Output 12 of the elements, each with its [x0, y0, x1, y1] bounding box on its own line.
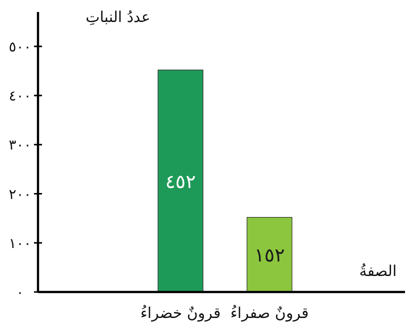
y-tick-label: ١٠٠: [8, 236, 32, 252]
y-tick-label: ٤٠٠: [8, 88, 32, 105]
data-label: ٤٥٢: [165, 170, 196, 193]
y-tick-label: ٢٠٠: [8, 186, 32, 203]
y-tick-label: ٠: [16, 285, 24, 301]
y-tick-label: ٣٠٠: [8, 138, 32, 154]
x-axis-title: الصفةُ: [359, 262, 397, 280]
y-axis-title: عددُ النباتِ: [86, 8, 150, 26]
data-label: ١٥٢: [254, 244, 285, 267]
x-tick-label: قرونٌ خضراءُ: [140, 304, 221, 322]
y-tick-label: ٥٠٠: [8, 39, 32, 56]
x-tick-label: قرونٌ صفراءُ: [230, 304, 309, 322]
